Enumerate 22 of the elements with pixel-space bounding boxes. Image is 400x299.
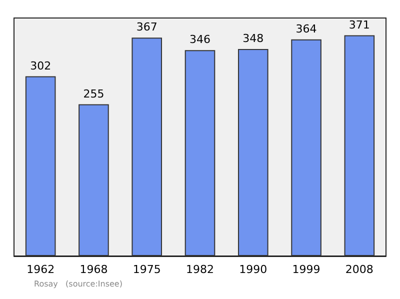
- data-label: 346: [190, 33, 210, 46]
- data-label: 367: [136, 20, 158, 34]
- data-label: 255: [83, 87, 104, 100]
- bar: [25, 76, 56, 256]
- x-tick-label: 2008: [345, 263, 374, 276]
- data-label: 348: [242, 32, 264, 45]
- bar: [344, 35, 375, 256]
- bar: [132, 38, 162, 256]
- bar: [291, 39, 322, 256]
- data-label: 371: [348, 18, 370, 32]
- bar: [184, 50, 216, 256]
- x-tick-label: 1962: [26, 263, 55, 276]
- text: Rosay (source:Insee): [34, 280, 122, 288]
- data-label: 364: [296, 22, 317, 36]
- x-tick-label: 1982: [186, 263, 214, 276]
- x-tick-label: 1975: [132, 263, 161, 276]
- x-tick-label: 1968: [80, 263, 108, 276]
- bar: [78, 104, 109, 256]
- bar: [238, 48, 268, 256]
- data-label: 302: [30, 59, 52, 72]
- x-tick-label: 1990: [239, 263, 268, 276]
- x-tick-label: 1999: [292, 263, 320, 276]
